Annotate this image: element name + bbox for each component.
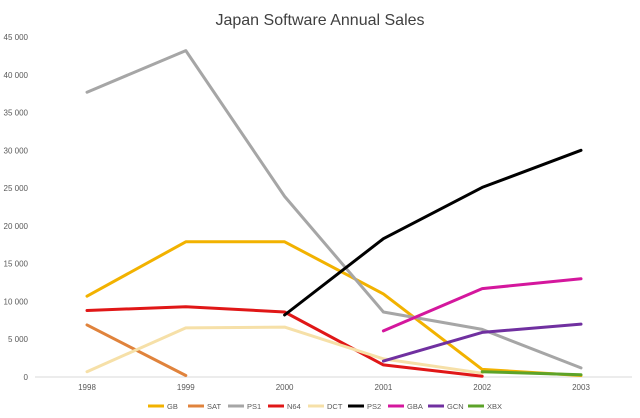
legend-item-gb: GB (148, 402, 178, 411)
legend-item-ps2: PS2 (348, 402, 381, 411)
legend-item-dct: DCT (308, 402, 343, 411)
x-tick-label: 2000 (276, 383, 294, 392)
series-line-gba (381, 277, 583, 333)
y-tick-label: 45 000 (4, 33, 29, 42)
legend-item-gcn: GCN (428, 402, 464, 411)
legend-item-xbx: XBX (468, 402, 502, 411)
x-tick-label: 1999 (177, 383, 195, 392)
legend-item-gba: GBA (388, 402, 423, 411)
legend-item-n64: N64 (268, 402, 301, 411)
legend: GB SAT PS1 N64 DCT PS2 GBA GCN XBX (148, 402, 502, 411)
y-tick-label: 35 000 (4, 109, 29, 118)
legend-label: SAT (207, 402, 221, 411)
legend-label: PS2 (367, 402, 381, 411)
y-tick-label: 20 000 (4, 222, 29, 231)
x-tick-label: 2002 (473, 383, 491, 392)
legend-label: XBX (487, 402, 502, 411)
y-tick-label: 15 000 (4, 260, 29, 269)
y-tick-label: 10 000 (4, 297, 29, 306)
x-tick-label: 2003 (572, 383, 590, 392)
y-axis: 0 5 000 10 000 15 000 20 000 25 000 30 000 35 0… (4, 33, 29, 382)
x-axis: 1998 1999 2000 2001 2002 2003 (78, 383, 590, 392)
legend-label: PS1 (247, 402, 261, 411)
legend-label: GB (167, 402, 178, 411)
y-tick-label: 40 000 (4, 71, 29, 80)
series-line-dct (85, 325, 484, 375)
series-line-ps1 (85, 49, 583, 370)
series-line-gb (85, 240, 583, 377)
legend-label: N64 (287, 402, 301, 411)
y-tick-label: 30 000 (4, 146, 29, 155)
y-tick-label: 0 (24, 373, 29, 382)
series-line-xbx (480, 370, 583, 377)
series-line-gcn (381, 322, 583, 363)
legend-item-ps1: PS1 (228, 402, 261, 411)
x-tick-label: 2001 (375, 383, 393, 392)
series-line-ps2 (283, 148, 583, 317)
y-tick-label: 5 000 (8, 335, 29, 344)
legend-label: DCT (327, 402, 343, 411)
x-tick-label: 1998 (78, 383, 96, 392)
series-line-n64 (85, 305, 484, 378)
chart-title: Japan Software Annual Sales (215, 12, 424, 29)
y-tick-label: 25 000 (4, 184, 29, 193)
series-lines (85, 49, 583, 378)
legend-label: GBA (407, 402, 423, 411)
legend-label: GCN (447, 402, 464, 411)
legend-item-sat: SAT (188, 402, 221, 411)
